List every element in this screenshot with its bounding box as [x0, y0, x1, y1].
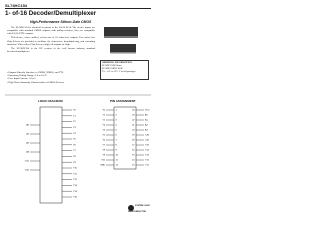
- pin-number: 14: [132, 160, 135, 162]
- paragraph: The SL74HC154 is identical in pinout to …: [7, 26, 95, 36]
- ordering-line: SL74HC154N Plastic: [101, 64, 122, 67]
- pin-name: CS1: [145, 140, 150, 142]
- pin-name: Y10: [101, 160, 106, 162]
- pin-title: PIN ASSIGNMENT: [110, 99, 136, 103]
- pin-number: 6: [116, 135, 118, 137]
- pin-name: Y2: [102, 120, 105, 122]
- pin-name: Y9: [102, 155, 105, 157]
- pin-name: Y4: [102, 130, 105, 132]
- package-dip: [104, 27, 138, 38]
- pin-number: 23: [132, 115, 135, 117]
- pin-name: Y1: [102, 115, 105, 117]
- output-label: Y9: [73, 162, 76, 164]
- title: 1- of-16 Decoder/Demultiplexer: [5, 10, 97, 17]
- ordering-line: SL74HC154DW SOIC: [101, 67, 124, 70]
- pin-number: 11: [116, 160, 119, 162]
- feature: Outputs Directly Interface to CMOS, NMOS…: [7, 71, 97, 74]
- output-label: Y4: [73, 133, 76, 135]
- drawings: A0A1A2A3CS1CS2Y0Y1Y2Y3Y4Y5Y6Y7Y8Y9Y10Y11…: [5, 27, 151, 204]
- output-label: Y11: [73, 173, 78, 175]
- output-label: Y10: [73, 168, 78, 170]
- pin-name: Y6: [102, 140, 105, 142]
- output-label: Y12: [73, 179, 78, 181]
- output-label: Y2: [73, 121, 76, 123]
- input-label: A0: [26, 124, 29, 127]
- input-label: A2: [26, 142, 29, 145]
- input-label: CS2: [25, 170, 30, 172]
- pin-name: A2: [145, 124, 148, 127]
- output-label: Y14: [73, 191, 78, 193]
- ordering-line: TA = -55° to 125° C for all packages: [101, 70, 136, 73]
- pin-name: Y8: [102, 150, 105, 152]
- pin-name: Y0: [102, 110, 105, 112]
- pin-number: 16: [132, 150, 135, 152]
- pin-box: [113, 106, 137, 170]
- pin-name: Y13: [145, 155, 150, 157]
- package-soic: [110, 44, 136, 54]
- logo-text: SYSTEM LOGIC SEMICONDUCTOR: [128, 205, 151, 213]
- pin-name: A0: [145, 114, 148, 117]
- pin-name: A3: [145, 129, 148, 132]
- pin-name: Y3: [102, 125, 105, 127]
- output-label: Y15: [73, 197, 78, 199]
- logo-mark: [128, 205, 134, 211]
- pin-name: A1: [145, 119, 148, 122]
- pin-number: 19: [132, 135, 135, 137]
- feature: Low Input Current: 1.0 µA: [7, 77, 97, 80]
- datasheet-page: {"header": {"part_number": "SL74HC154", …: [0, 0, 156, 221]
- paragraph: The SL74HC154 is the HC version of the w…: [7, 46, 95, 54]
- pin-number: 13: [132, 165, 135, 167]
- output-label: Y3: [73, 127, 76, 129]
- pin-number: 10: [116, 155, 119, 157]
- pin-number: 22: [132, 120, 135, 122]
- feature: High Noise Immunity Characteristic of CM…: [7, 81, 97, 84]
- pin-name: CS2: [145, 135, 150, 137]
- input-label: A3: [26, 151, 29, 154]
- pin-number: 8: [116, 145, 118, 147]
- pin-name: VCC: [145, 110, 150, 112]
- pin-number: 21: [132, 125, 135, 127]
- output-label: Y0: [73, 110, 76, 112]
- pin-number: 17: [132, 145, 135, 147]
- pin-number: 4: [116, 125, 118, 127]
- output-label: Y6: [73, 144, 76, 146]
- logo: SYSTEM LOGIC SEMICONDUCTOR: [128, 205, 152, 213]
- pin-name: Y11: [145, 165, 150, 167]
- ordering-title: ORDERING INFORMATION: [101, 61, 132, 64]
- subtitle: High-Performance Silicon-Gate CMOS: [30, 20, 92, 24]
- input-label: CS1: [25, 161, 30, 163]
- pin-number: 9: [116, 150, 118, 152]
- pin-name: Y7: [102, 145, 105, 147]
- ordering-info: ORDERING INFORMATION SL74HC154N Plastic S…: [100, 60, 149, 80]
- output-label: Y1: [73, 115, 76, 117]
- description: The SL74HC154 is identical in pinout to …: [7, 26, 95, 54]
- header-rule: [5, 8, 151, 9]
- pin-number: 2: [116, 115, 118, 117]
- part-number: SL74HC154: [5, 3, 28, 8]
- pin-number: 7: [116, 140, 118, 142]
- paragraph: This device, when enabled, selects one o…: [7, 36, 95, 46]
- output-label: Y5: [73, 139, 76, 141]
- pin-number: 1: [116, 110, 118, 112]
- logic-title: LOGIC DIAGRAM: [38, 99, 63, 103]
- pin-number: 3: [116, 120, 118, 122]
- pin-number: 20: [132, 130, 135, 132]
- pin-number: 24: [132, 110, 135, 112]
- pin-name: Y12: [145, 160, 150, 162]
- pin-number: 12: [116, 165, 119, 167]
- pin-name: GND: [100, 165, 105, 167]
- output-label: Y13: [73, 185, 78, 187]
- pin-name: Y15: [145, 145, 150, 147]
- output-label: Y7: [73, 150, 76, 152]
- pin-name: Y14: [145, 150, 150, 152]
- input-label: A1: [26, 133, 29, 136]
- feature: Operating Voltage Range: 2.0 to 6.0 V: [7, 74, 97, 77]
- features: Outputs Directly Interface to CMOS, NMOS…: [7, 71, 97, 84]
- pin-name: Y5: [102, 135, 105, 137]
- pin-number: 15: [132, 155, 135, 157]
- pin-number: 5: [116, 130, 118, 132]
- output-label: Y8: [73, 156, 76, 158]
- decoder-box: [39, 106, 63, 204]
- pin-number: 18: [132, 140, 135, 142]
